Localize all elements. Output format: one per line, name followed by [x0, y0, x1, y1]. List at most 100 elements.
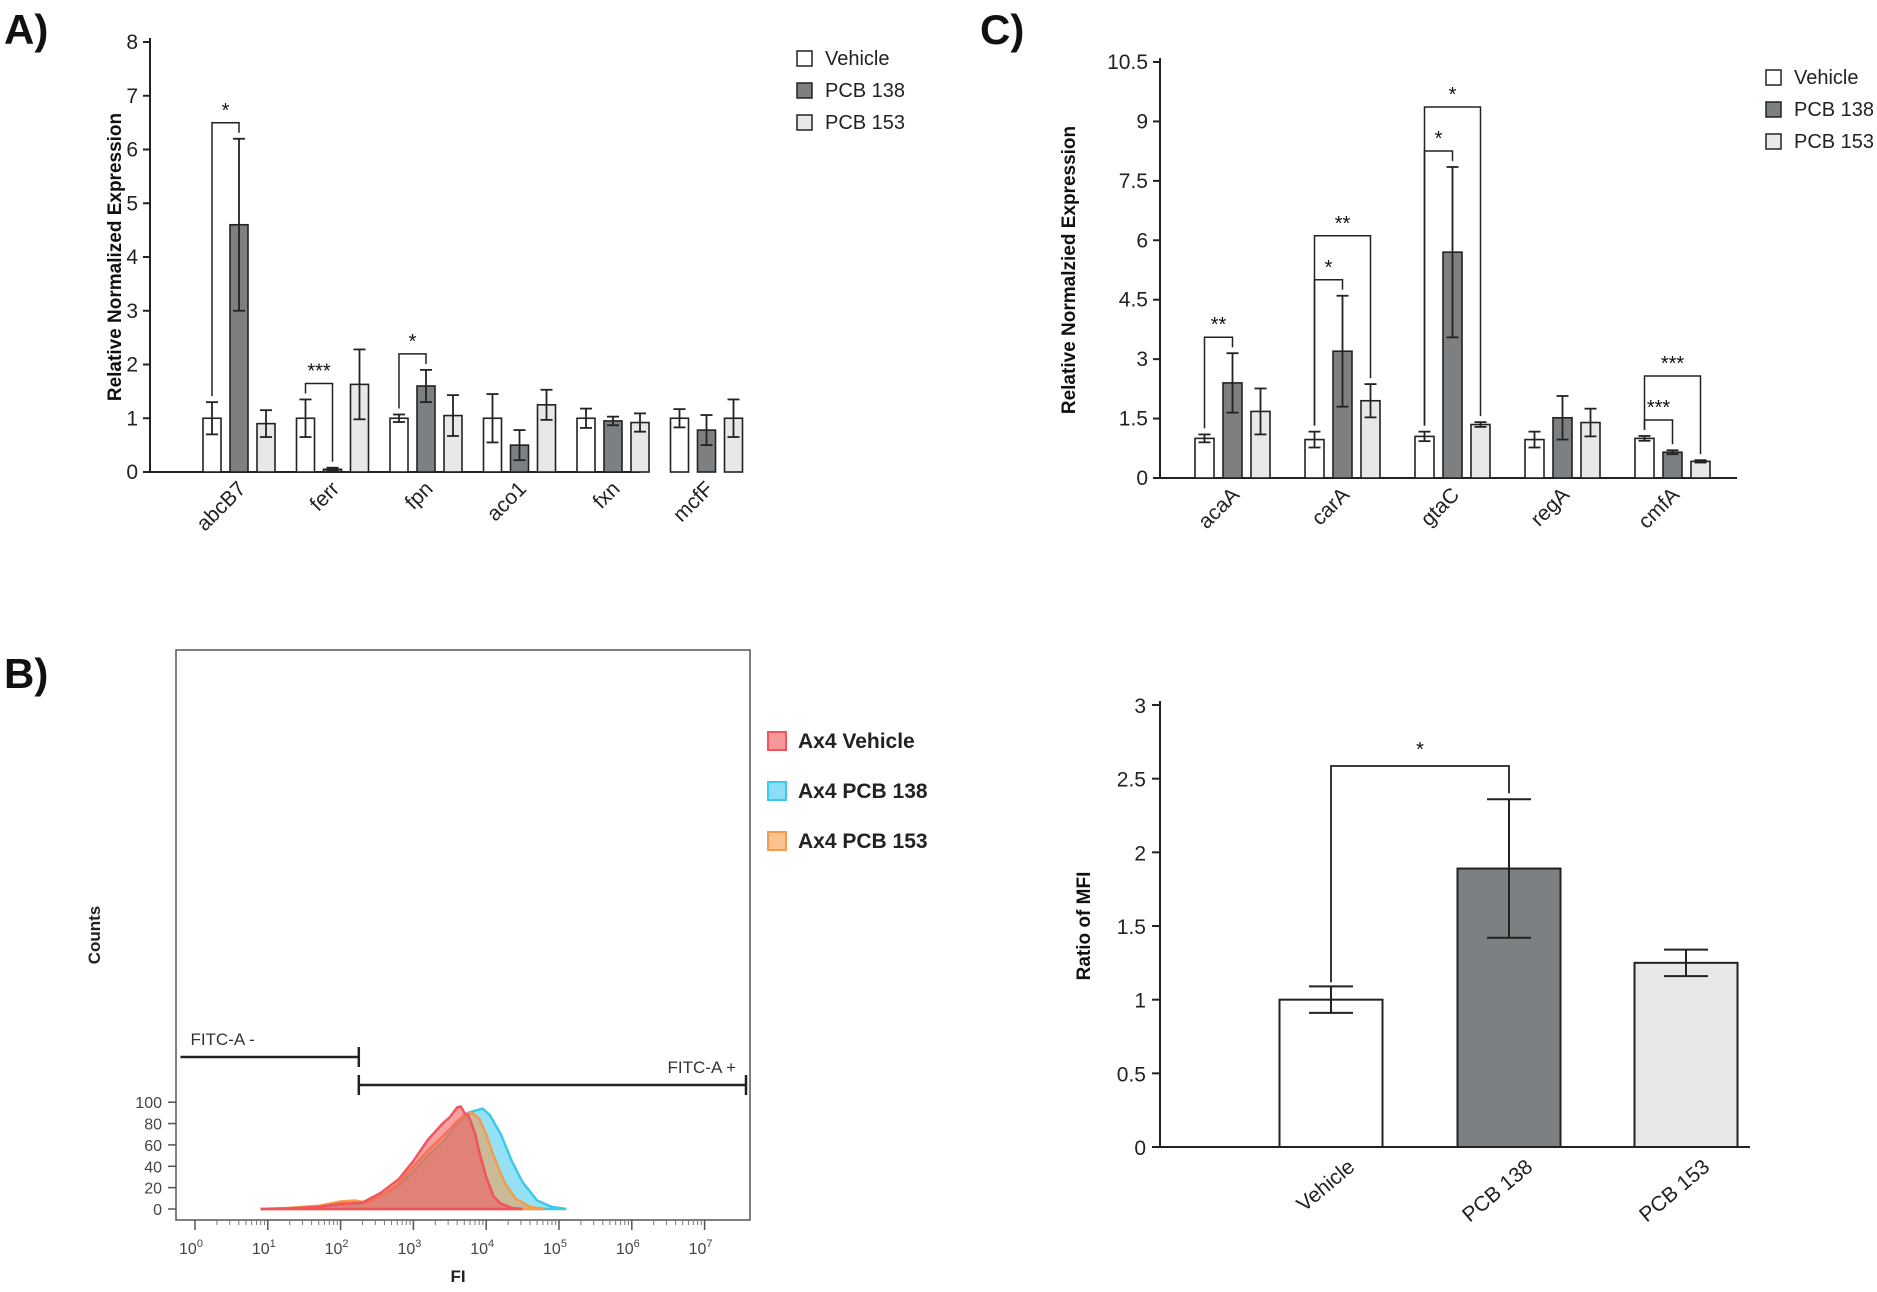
significance-label: **: [1211, 314, 1227, 336]
y-tick-label: 0: [126, 461, 138, 484]
y-tick-label: 7: [126, 85, 138, 108]
x-tick-label: 100: [179, 1238, 203, 1258]
x-tick-label: 101: [252, 1238, 276, 1258]
y-tick-label: 2.5: [1117, 769, 1146, 792]
x-tick-label: 106: [616, 1238, 640, 1258]
y-tick-label: 80: [144, 1117, 162, 1134]
significance-label: ***: [307, 360, 331, 382]
y-tick-label: 40: [144, 1159, 162, 1176]
legend-swatch-pcb-138: [1765, 101, 1782, 118]
significance-label: *: [1449, 84, 1457, 106]
y-tick-label: 1: [1134, 990, 1146, 1013]
legend-swatch-ax4-vehicle: [767, 731, 787, 751]
legend-label-pcb-138: PCB 138: [1794, 99, 1874, 121]
category-label-fpn: fpn: [401, 477, 438, 514]
y-tick-label: 100: [135, 1095, 162, 1112]
y-tick-label: 3: [1134, 695, 1146, 718]
chart-c: 0 1.5 3 4.5 6 7.5 9 10.5 Relative Normalzied Exp…: [1059, 51, 1874, 533]
significance-label: *: [1416, 739, 1424, 761]
category-label-rega: regA: [1526, 483, 1574, 531]
chart-b-mfi-bar: 0 0.5 1 1.5 2 2.5 3 Ratio of MFI Vehicle PCB 138 P…: [1074, 695, 1750, 1227]
y-tick-label: 10.5: [1107, 51, 1148, 74]
y-tick-label: 20: [144, 1181, 162, 1198]
bar-pcb-138-cmfa: [1662, 451, 1683, 479]
legend-label-ax4-pcb-138: Ax4 PCB 138: [798, 780, 928, 803]
significance-bracket: [1203, 336, 1234, 429]
y-tick-label: 1.5: [1117, 916, 1146, 939]
y-tick-label: 5: [126, 192, 138, 215]
bar-vehicle-gtac: [1414, 435, 1435, 479]
histogram-ax4-vehicle: [260, 1105, 523, 1211]
significance-label: ***: [1647, 397, 1671, 419]
x-tick-label: 104: [470, 1238, 494, 1258]
y-axis-label: Relative Normalzied Expression: [1059, 126, 1080, 414]
significance-bracket: [398, 353, 427, 409]
legend-swatch-ax4-pcb-153: [767, 831, 787, 851]
gate-label-fitc-a: FITC-A -: [190, 1030, 254, 1049]
legend-label-vehicle: Vehicle: [1794, 67, 1859, 89]
y-tick-label: 3: [1136, 348, 1148, 371]
y-tick-label: 3: [126, 300, 138, 323]
legend-label-vehicle: Vehicle: [825, 48, 890, 70]
significance-label: *: [222, 100, 230, 122]
y-tick-label: 0: [153, 1202, 162, 1219]
bar-pcb-153-gtac: [1470, 423, 1491, 479]
legend-swatch-pcb-153: [1765, 133, 1782, 150]
y-tick-label: 1.5: [1119, 408, 1148, 431]
x-tick-label: 105: [543, 1238, 567, 1258]
legend-label-pcb-153: PCB 153: [1794, 131, 1874, 153]
significance-bracket: [1643, 375, 1702, 455]
bar-vehicle: [1278, 998, 1384, 1149]
x-tick-label: 107: [689, 1238, 713, 1258]
y-tick-label: 8: [126, 31, 138, 54]
category-label-abcb7: abcB7: [192, 477, 250, 535]
chart-b-histogram: 0 20 40 60 80 100 100 101 102 103 104 105 106 107 FI Co…: [85, 649, 928, 1286]
x-axis-label: FI: [450, 1267, 465, 1286]
category-label-pcb-138: PCB 138: [1458, 1155, 1537, 1227]
significance-label: **: [1335, 213, 1351, 235]
y-tick-label: 7.5: [1119, 170, 1148, 193]
legend-label-pcb-153: PCB 153: [825, 112, 905, 134]
y-tick-label: 60: [144, 1138, 162, 1155]
x-tick-label: 103: [397, 1238, 421, 1258]
category-label-mcff: mcfF: [669, 477, 718, 526]
significance-bracket: [1313, 235, 1372, 426]
significance-bracket: [1423, 106, 1482, 426]
y-tick-label: 4: [126, 246, 138, 269]
y-axis-label: Ratio of MFI: [1074, 872, 1095, 981]
legend-swatch-vehicle: [1765, 69, 1782, 86]
bar-pcb-153: [1633, 961, 1739, 1148]
category-label-ferr: ferr: [305, 477, 344, 516]
chart-a: 0 1 2 3 4 5 6 7 8 Relative Normalized Expression a…: [105, 31, 905, 536]
y-axis-label: Relative Normalized Expression: [105, 113, 126, 401]
category-label-vehicle: Vehicle: [1293, 1155, 1360, 1216]
bar-pcb-153-cmfa: [1690, 460, 1711, 479]
y-tick-label: 2: [126, 354, 138, 377]
significance-label: *: [1325, 257, 1333, 279]
category-label-cara: carA: [1307, 483, 1354, 530]
legend-swatch-vehicle: [796, 50, 813, 67]
category-label-pcb-153: PCB 153: [1635, 1155, 1714, 1227]
y-tick-label: 0: [1134, 1137, 1146, 1160]
legend-label-ax4-vehicle: Ax4 Vehicle: [798, 730, 915, 753]
legend-label-ax4-pcb-153: Ax4 PCB 153: [798, 830, 928, 853]
category-label-cmfa: cmfA: [1634, 483, 1684, 533]
y-tick-label: 0.5: [1117, 1063, 1146, 1086]
legend-swatch-ax4-pcb-138: [767, 781, 787, 801]
bar-vehicle-fpn: [389, 417, 409, 473]
y-tick-label: 9: [1136, 110, 1148, 133]
bar-vehicle-cmfa: [1634, 437, 1655, 479]
y-tick-label: 1: [126, 407, 138, 430]
panel-label-b: B): [4, 650, 48, 697]
y-tick-label: 2: [1134, 842, 1146, 865]
y-axis-label: Counts: [85, 906, 104, 965]
category-label-fxn: fxn: [588, 477, 624, 513]
significance-label: *: [409, 331, 417, 353]
significance-bracket: [211, 122, 240, 397]
bar-vehicle-acaa: [1194, 437, 1215, 479]
legend-label-pcb-138: PCB 138: [825, 80, 905, 102]
category-label-acaa: acaA: [1194, 483, 1244, 533]
y-tick-label: 4.5: [1119, 289, 1148, 312]
category-label-aco1: aco1: [483, 477, 531, 525]
